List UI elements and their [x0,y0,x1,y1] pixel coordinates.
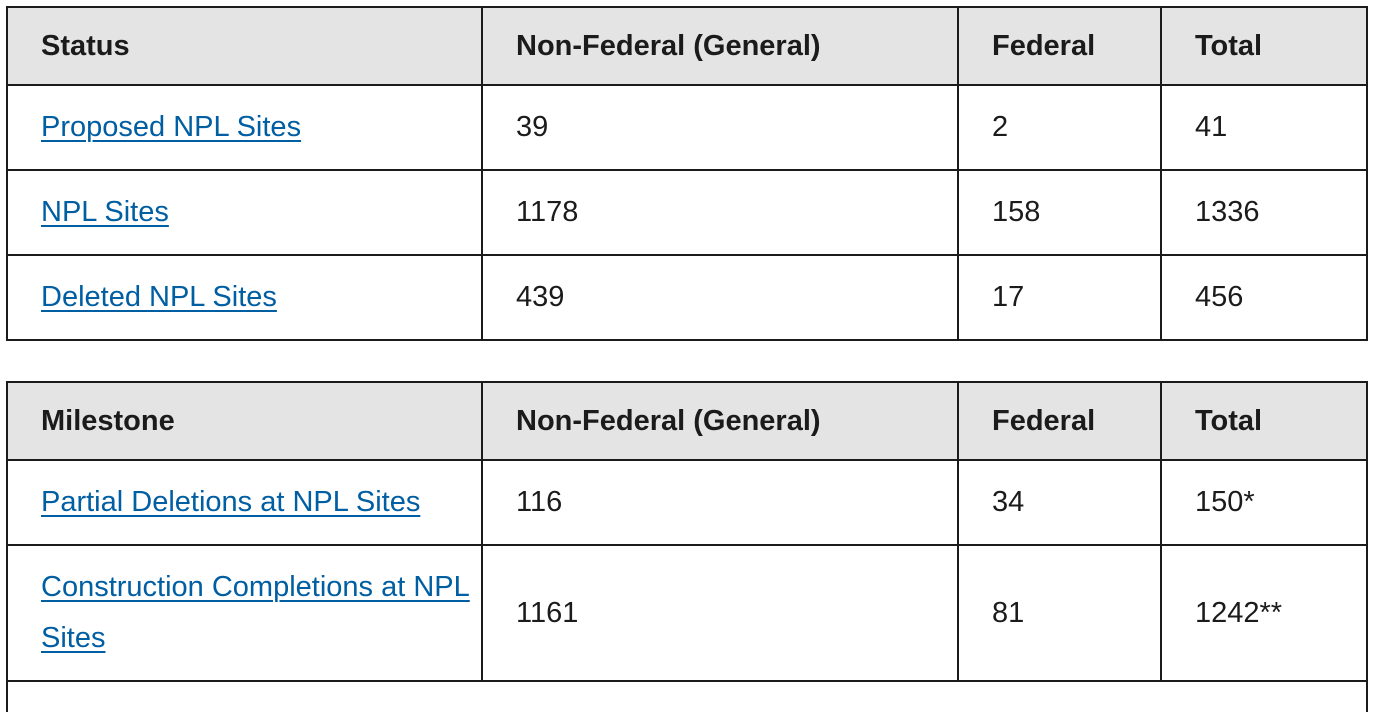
footnote-cell [6,680,1368,712]
non-federal-value: 1178 [481,169,959,256]
federal-value: 2 [957,84,1162,171]
header-status: Status [6,6,483,86]
header-milestone: Milestone [6,381,483,461]
non-federal-value: 116 [481,459,959,546]
table-row: Partial Deletions at NPL Sites 116 34 15… [6,459,1368,546]
federal-value: 158 [957,169,1162,256]
row-label-cell: Partial Deletions at NPL Sites [6,459,483,546]
row-label-cell: Deleted NPL Sites [6,254,483,341]
federal-value: 81 [957,544,1162,682]
row-label-cell: Construction Completions at NPL Sites [6,544,483,682]
header-non-federal: Non-Federal (General) [481,381,959,461]
header-non-federal: Non-Federal (General) [481,6,959,86]
federal-value: 34 [957,459,1162,546]
total-value: 1336 [1160,169,1368,256]
deleted-npl-sites-link[interactable]: Deleted NPL Sites [41,281,277,313]
table-row: Construction Completions at NPL Sites 11… [6,544,1368,682]
header-federal: Federal [957,6,1162,86]
status-table: Status Non-Federal (General) Federal Tot… [6,6,1368,341]
partial-deletions-link[interactable]: Partial Deletions at NPL Sites [41,486,421,518]
table-row: Deleted NPL Sites 439 17 456 [6,254,1368,341]
table-header-row: Milestone Non-Federal (General) Federal … [6,381,1368,461]
total-value: 456 [1160,254,1368,341]
table-row: Proposed NPL Sites 39 2 41 [6,84,1368,171]
non-federal-value: 1161 [481,544,959,682]
total-value: 41 [1160,84,1368,171]
milestone-table: Milestone Non-Federal (General) Federal … [6,381,1368,712]
table-header-row: Status Non-Federal (General) Federal Tot… [6,6,1368,86]
npl-sites-link[interactable]: NPL Sites [41,196,169,228]
proposed-npl-sites-link[interactable]: Proposed NPL Sites [41,111,302,143]
header-total: Total [1160,6,1368,86]
non-federal-value: 439 [481,254,959,341]
non-federal-value: 39 [481,84,959,171]
federal-value: 17 [957,254,1162,341]
total-value: 150* [1160,459,1368,546]
row-label-cell: Proposed NPL Sites [6,84,483,171]
header-total: Total [1160,381,1368,461]
table-footer-row [6,680,1368,712]
header-federal: Federal [957,381,1162,461]
table-row: NPL Sites 1178 158 1336 [6,169,1368,256]
row-label-cell: NPL Sites [6,169,483,256]
total-value: 1242** [1160,544,1368,682]
construction-completions-link[interactable]: Construction Completions at NPL Sites [41,571,470,654]
